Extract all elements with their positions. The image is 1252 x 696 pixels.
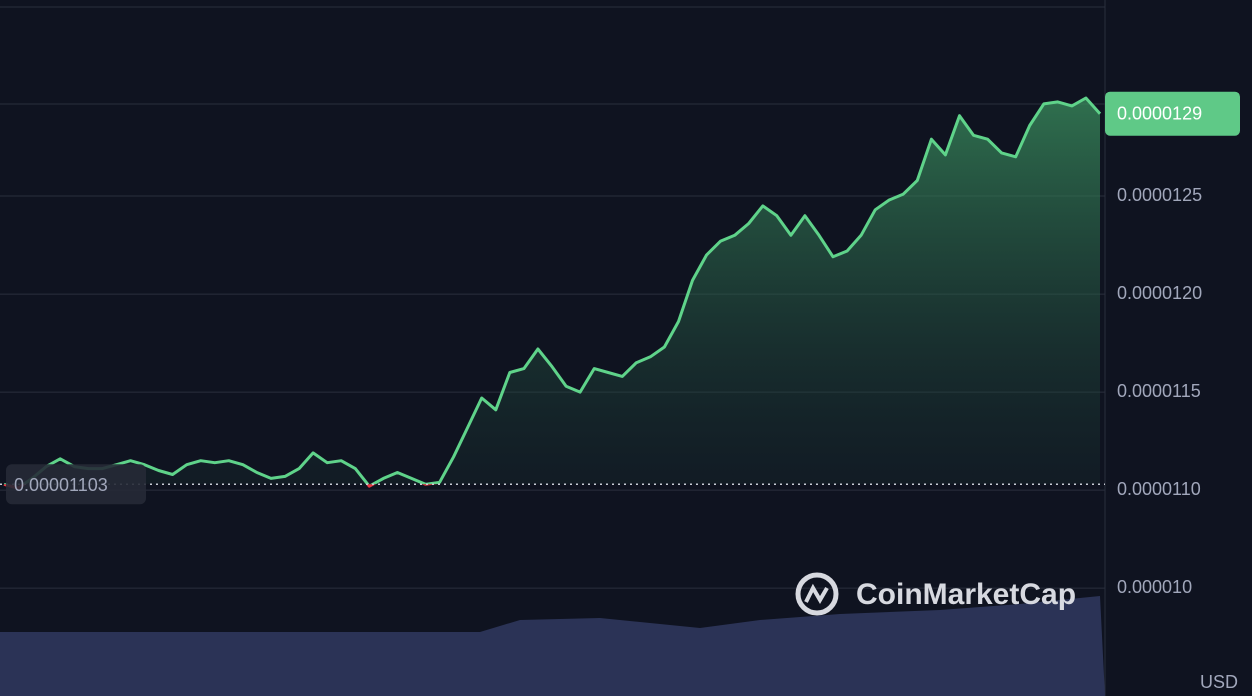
volume [0,596,1105,696]
price-line [4,96,1102,485]
reference-label: 0.00001103 [14,475,108,495]
logo [804,583,829,604]
last-price-label: 0.0000129 [1117,103,1202,123]
y-tick-label: 0.0000110 [1117,479,1201,499]
y-tick-label: 0.0000115 [1117,381,1201,401]
reference-badge [6,464,146,505]
unit-label: USD [1200,672,1238,692]
watermark: CoinMarketCap [856,578,1076,611]
watermark-group: CoinMarketCap [795,572,1076,616]
plot [0,96,1105,589]
last-price-badge [1105,91,1240,136]
y-tick-label: 0.0000125 [1117,185,1202,205]
logo [795,572,839,616]
area [4,98,1100,485]
y-tick-label: 0.0000120 [1117,283,1202,303]
y-tick-label: 0.000010 [1117,577,1192,597]
